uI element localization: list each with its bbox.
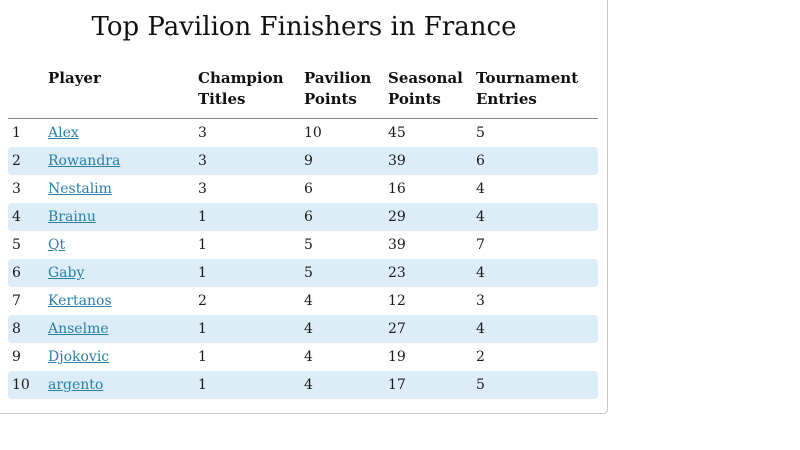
player-cell: Qt: [48, 231, 198, 259]
table-row: 3 Nestalim 3 6 16 4: [8, 175, 598, 203]
tournament-entries-cell: 2: [476, 349, 485, 365]
champion-titles-cell: 3: [198, 181, 207, 197]
player-cell: argento: [48, 371, 198, 399]
header-pavilion-points: Pavilion Points: [304, 68, 388, 119]
champion-titles-cell: 1: [198, 371, 304, 399]
pavilion-points-cell: 6: [304, 203, 388, 231]
pavilion-points-cell: 4: [304, 371, 388, 399]
rank-cell: 8: [8, 315, 48, 343]
tournament-entries-cell: 3: [476, 293, 485, 309]
table-header-row: Player Champion Titles Pavilion Points S…: [8, 68, 598, 119]
seasonal-points-cell: 45: [388, 125, 406, 141]
player-link[interactable]: Qt: [48, 237, 66, 253]
champion-titles-cell: 1: [198, 349, 207, 365]
rank-cell: 1: [12, 125, 21, 141]
header-player: Player: [48, 68, 198, 119]
tournament-entries-cell: 7: [476, 237, 485, 253]
table-row: 4 Brainu 1 6 29 4: [8, 203, 598, 231]
player-link[interactable]: Anselme: [48, 321, 109, 337]
player-cell: Nestalim: [48, 175, 198, 203]
player-cell: Anselme: [48, 315, 198, 343]
player-link[interactable]: Gaby: [48, 265, 85, 281]
champion-titles-cell: 3: [198, 147, 304, 175]
table-row: 10 argento 1 4 17 5: [8, 371, 598, 399]
tournament-entries-cell: 4: [476, 259, 598, 287]
header-seasonal-points: Seasonal Points: [388, 68, 476, 119]
seasonal-points-cell: 23: [388, 259, 476, 287]
champion-titles-cell: 3: [198, 125, 207, 141]
tournament-entries-cell: 4: [476, 203, 598, 231]
table-row: 1 Alex 3 10 45 5: [8, 119, 598, 147]
table-row: 6 Gaby 1 5 23 4: [8, 259, 598, 287]
table-row: 8 Anselme 1 4 27 4: [8, 315, 598, 343]
seasonal-points-cell: 39: [388, 237, 406, 253]
player-cell: Brainu: [48, 203, 198, 231]
player-link[interactable]: argento: [48, 377, 104, 393]
pavilion-points-cell: 5: [304, 259, 388, 287]
seasonal-points-cell: 27: [388, 315, 476, 343]
rank-cell: 7: [12, 293, 21, 309]
player-cell: Rowandra: [48, 147, 198, 175]
leaderboard-table: Player Champion Titles Pavilion Points S…: [8, 68, 598, 399]
champion-titles-cell: 1: [198, 259, 304, 287]
player-link[interactable]: Djokovic: [48, 349, 110, 365]
table-row: 9 Djokovic 1 4 19 2: [8, 343, 598, 371]
player-cell: Alex: [48, 119, 198, 147]
pavilion-points-cell: 9: [304, 147, 388, 175]
rank-cell: 2: [8, 147, 48, 175]
pavilion-points-cell: 4: [304, 349, 313, 365]
rank-cell: 4: [8, 203, 48, 231]
pavilion-points-cell: 4: [304, 315, 388, 343]
table-row: 5 Qt 1 5 39 7: [8, 231, 598, 259]
player-cell: Djokovic: [48, 343, 198, 371]
seasonal-points-cell: 12: [388, 293, 406, 309]
seasonal-points-cell: 29: [388, 203, 476, 231]
champion-titles-cell: 1: [198, 203, 304, 231]
table-row: 2 Rowandra 3 9 39 6: [8, 147, 598, 175]
tournament-entries-cell: 5: [476, 371, 598, 399]
pavilion-points-cell: 4: [304, 293, 313, 309]
rank-cell: 6: [8, 259, 48, 287]
header-tournament-entries: Tournament Entries: [476, 68, 598, 119]
seasonal-points-cell: 39: [388, 147, 476, 175]
table-row: 7 Kertanos 2 4 12 3: [8, 287, 598, 315]
rank-cell: 10: [8, 371, 48, 399]
pavilion-points-cell: 6: [304, 181, 313, 197]
tournament-entries-cell: 4: [476, 181, 485, 197]
player-link[interactable]: Alex: [48, 125, 79, 141]
champion-titles-cell: 1: [198, 237, 207, 253]
seasonal-points-cell: 17: [388, 371, 476, 399]
header-champion-titles: Champion Titles: [198, 68, 304, 119]
player-link[interactable]: Kertanos: [48, 293, 112, 309]
player-cell: Kertanos: [48, 287, 198, 315]
player-cell: Gaby: [48, 259, 198, 287]
player-link[interactable]: Rowandra: [48, 153, 121, 169]
tournament-entries-cell: 5: [476, 125, 485, 141]
seasonal-points-cell: 16: [388, 181, 406, 197]
player-link[interactable]: Brainu: [48, 209, 96, 225]
page-title: Top Pavilion Finishers in France: [91, 12, 517, 42]
rank-cell: 3: [12, 181, 21, 197]
pavilion-points-cell: 10: [304, 125, 322, 141]
pavilion-points-cell: 5: [304, 237, 313, 253]
header-rank: [8, 68, 48, 119]
tournament-entries-cell: 6: [476, 147, 598, 175]
tournament-entries-cell: 4: [476, 315, 598, 343]
champion-titles-cell: 2: [198, 293, 207, 309]
leaderboard-panel: Top Pavilion Finishers in France Player …: [0, 0, 608, 414]
champion-titles-cell: 1: [198, 315, 304, 343]
rank-cell: 9: [12, 349, 21, 365]
player-link[interactable]: Nestalim: [48, 181, 112, 197]
seasonal-points-cell: 19: [388, 349, 406, 365]
rank-cell: 5: [12, 237, 21, 253]
